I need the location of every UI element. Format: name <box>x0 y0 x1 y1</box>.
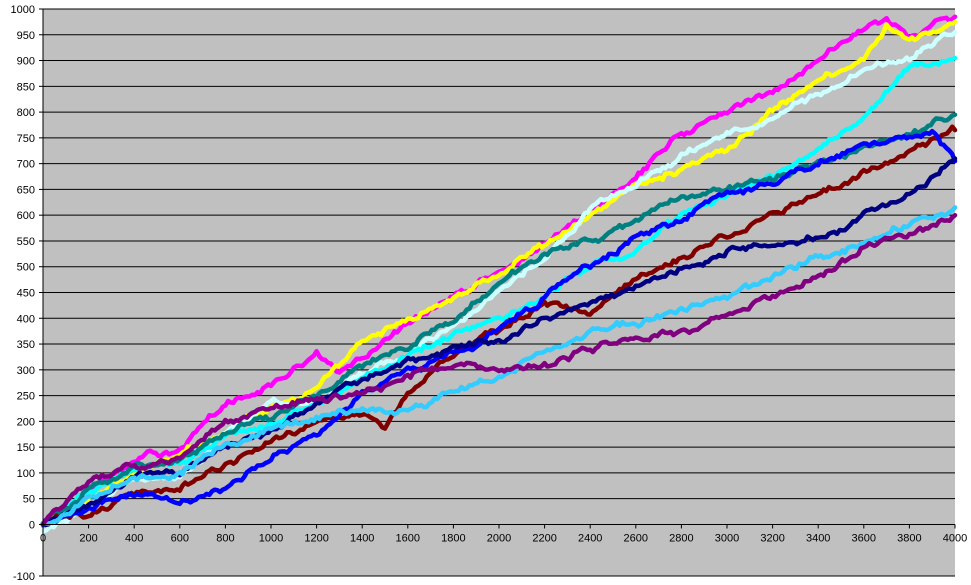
y-tick-label-300: 300 <box>17 365 35 377</box>
y-tick-label-850: 850 <box>17 81 35 93</box>
y-tick-label-450: 450 <box>17 288 35 300</box>
y-tick-label-800: 800 <box>17 107 35 119</box>
series-line-5 <box>40 112 958 527</box>
x-tick-label-3800: 3800 <box>897 532 921 544</box>
y-tick-label-50: 50 <box>23 494 35 506</box>
y-tick-label-400: 400 <box>17 313 35 325</box>
x-tick-label-0: 0 <box>40 532 46 544</box>
y-tick-label-550: 550 <box>17 236 35 248</box>
y-tick-labels: -100 0 50 100 150 200 250 300 350 400 450 500 550 600… <box>11 4 35 583</box>
x-tick-label-3400: 3400 <box>806 532 830 544</box>
y-tick-label-600: 600 <box>17 210 35 222</box>
x-tick-label-600: 600 <box>171 532 189 544</box>
x-tick-label-2600: 2600 <box>624 532 648 544</box>
y-tick-label-950: 950 <box>17 30 35 42</box>
x-tick-label-1800: 1800 <box>441 532 465 544</box>
y-tick-label-0: 0 <box>29 519 35 531</box>
y-tick-label-1000: 1000 <box>11 4 35 16</box>
x-tick-label-1200: 1200 <box>304 532 328 544</box>
y-tick-label-900: 900 <box>17 56 35 68</box>
x-tick-label-800: 800 <box>216 532 234 544</box>
x-tick-label-1400: 1400 <box>350 532 374 544</box>
x-tick-label-400: 400 <box>125 532 143 544</box>
x-tick-label-2000: 2000 <box>487 532 511 544</box>
x-tick-label-3200: 3200 <box>760 532 784 544</box>
x-tick-labels: 0 200 400 600 800 1000 1200 1400 1600 1800 2000 220… <box>40 532 967 544</box>
x-tick-label-200: 200 <box>79 532 97 544</box>
series-line-10 <box>40 212 958 527</box>
x-tick-label-3600: 3600 <box>852 532 876 544</box>
y-tick-label-350: 350 <box>17 339 35 351</box>
x-tick-label-2400: 2400 <box>578 532 602 544</box>
x-tick-label-3000: 3000 <box>715 532 739 544</box>
y-tick-label-150: 150 <box>17 442 35 454</box>
y-tick-label-250: 250 <box>17 391 35 403</box>
x-tick-label-2800: 2800 <box>669 532 693 544</box>
series-line-7 <box>40 128 958 527</box>
axes <box>39 8 956 577</box>
y-tick-label-100: 100 <box>17 468 35 480</box>
x-tick-label-1600: 1600 <box>396 532 420 544</box>
x-tick-label-1000: 1000 <box>259 532 283 544</box>
y-tick-label-200: 200 <box>17 416 35 428</box>
y-tick-label-650: 650 <box>17 184 35 196</box>
series-group <box>40 14 958 534</box>
x-tick-label-2200: 2200 <box>532 532 556 544</box>
series-line-9 <box>40 205 958 526</box>
y-tick-label--100: -100 <box>13 571 35 583</box>
y-tick-label-750: 750 <box>17 133 35 145</box>
y-tick-label-700: 700 <box>17 159 35 171</box>
y-tick-label-500: 500 <box>17 262 35 274</box>
x-tick-label-4000: 4000 <box>943 532 967 544</box>
series-line-1 <box>40 14 958 528</box>
